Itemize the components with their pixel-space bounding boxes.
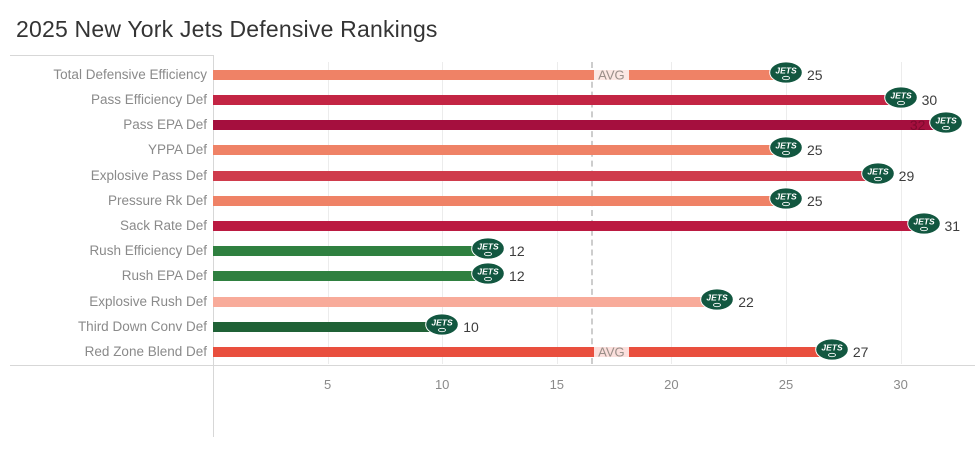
svg-text:JETS: JETS [913, 217, 935, 227]
value-label-1: 30 [921, 92, 938, 109]
value-label-0: 25 [807, 66, 823, 83]
row-label-8: Rush EPA Def [121, 268, 207, 284]
value-label-3: 25 [807, 142, 823, 159]
jets-logo-icon[interactable]: JETS [425, 313, 459, 341]
gridline-5 [327, 62, 329, 365]
x-tick-label: 10 [434, 377, 450, 392]
svg-text:JETS: JETS [477, 267, 499, 277]
bar-4[interactable] [213, 170, 878, 181]
row-label-0: Total Defensive Efficiency [53, 66, 207, 82]
avg-reference-label: AVG [594, 67, 629, 83]
jets-logo-icon[interactable]: JETS [906, 212, 941, 240]
bar-11[interactable] [213, 346, 832, 357]
x-tick-label: 20 [664, 377, 679, 392]
svg-text:JETS: JETS [775, 191, 797, 201]
jets-logo-icon[interactable]: JETS [815, 338, 849, 366]
svg-text:JETS: JETS [821, 342, 843, 352]
value-label-10: 10 [463, 318, 479, 335]
svg-text:JETS: JETS [707, 292, 729, 302]
gridline-10 [442, 62, 444, 365]
row-label-7: Rush Efficiency Def [89, 243, 207, 259]
value-label-9: 22 [738, 293, 754, 310]
row-label-6: Sack Rate Def [119, 218, 207, 233]
bar-1[interactable] [213, 95, 901, 106]
bar-3[interactable] [213, 145, 786, 156]
bar-8[interactable] [213, 271, 489, 282]
row-label-11: Red Zone Blend Def [84, 343, 207, 359]
jets-logo-icon[interactable]: JETS [769, 136, 803, 164]
value-label-5: 25 [807, 192, 823, 209]
x-tick-label: 25 [778, 377, 794, 392]
row-label-10: Third Down Conv Def [77, 318, 207, 334]
value-label-11: 27 [852, 343, 869, 360]
jets-logo-icon[interactable]: JETS [860, 162, 895, 190]
row-label-5: Pressure Rk Def [107, 192, 207, 208]
row-label-3: YPPA Def [147, 142, 207, 158]
bar-0[interactable] [213, 69, 786, 80]
jets-logo-icon[interactable]: JETS [769, 187, 803, 215]
row-label-9: Explosive Rush Def [89, 293, 207, 309]
x-tick-label: 30 [893, 377, 908, 392]
chart-title: 2025 New York Jets Defensive Rankings [16, 16, 438, 42]
x-tick-label: 15 [549, 377, 565, 392]
gridline-15 [556, 62, 558, 365]
avg-reference-label: AVG [594, 344, 629, 360]
value-label-2: 32 [909, 117, 926, 134]
svg-text:JETS: JETS [775, 65, 797, 75]
axis-baseline [10, 364, 975, 366]
jets-logo-icon[interactable]: JETS [471, 262, 505, 290]
svg-text:JETS: JETS [432, 317, 454, 327]
bar-6[interactable] [213, 221, 924, 231]
label-column-top-border [10, 55, 213, 56]
row-label-4: Explosive Pass Def [90, 167, 207, 183]
jets-logo-icon[interactable]: JETS [700, 287, 735, 316]
jets-logo-icon[interactable]: JETS [929, 111, 964, 139]
value-label-8: 12 [509, 268, 525, 285]
svg-text:JETS: JETS [867, 166, 889, 176]
row-label-2: Pass EPA Def [123, 117, 207, 133]
bar-7[interactable] [213, 246, 489, 257]
gridline-25 [786, 62, 787, 365]
gridline-20 [671, 62, 673, 365]
bar-9[interactable] [213, 296, 718, 307]
bar-10[interactable] [213, 321, 443, 332]
gridline-30 [900, 62, 902, 365]
jets-logo-icon[interactable]: JETS [769, 61, 803, 89]
jets-logo-icon[interactable]: JETS [471, 237, 505, 265]
svg-text:JETS: JETS [890, 91, 912, 101]
bar-2[interactable] [213, 120, 947, 131]
svg-text:JETS: JETS [477, 242, 499, 252]
svg-text:JETS: JETS [775, 141, 797, 151]
row-label-1: Pass Efficiency Def [90, 92, 207, 108]
svg-text:JETS: JETS [936, 116, 958, 126]
avg-reference-line [591, 62, 594, 365]
axis-vertical-line [213, 55, 214, 437]
jets-logo-icon[interactable]: JETS [883, 86, 918, 114]
x-tick-label: 5 [323, 377, 332, 392]
value-label-7: 12 [509, 243, 525, 260]
bar-5[interactable] [213, 195, 786, 206]
value-label-6: 31 [944, 218, 961, 234]
value-label-4: 29 [898, 167, 915, 184]
